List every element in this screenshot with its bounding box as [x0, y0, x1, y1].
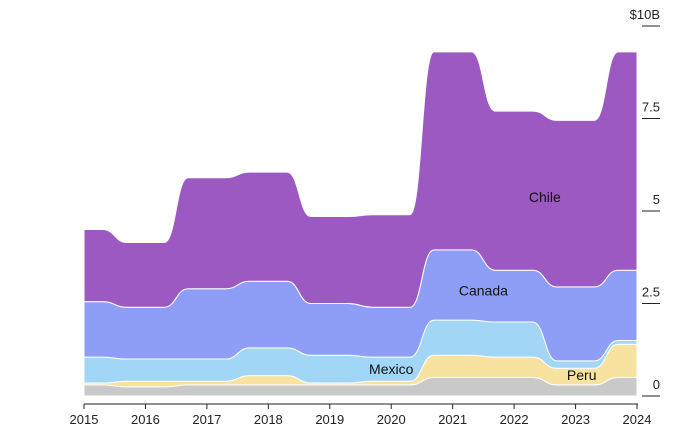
series-label-canada: Canada: [459, 283, 508, 299]
area-chile: [83, 51, 638, 308]
x-tick-label: 2020: [377, 412, 406, 427]
x-tick-label: 2016: [131, 412, 160, 427]
x-tick-label: 2017: [192, 412, 221, 427]
x-tick-label: 2023: [561, 412, 590, 427]
series-label-mexico: Mexico: [369, 361, 414, 377]
x-tick-label: 2024: [623, 412, 652, 427]
y-tick-label: 7.5: [642, 100, 660, 115]
y-tick-label: $10B: [630, 7, 660, 22]
y-tick-label: 0: [653, 377, 660, 392]
x-tick-label: 2019: [315, 412, 344, 427]
area-layer: [83, 51, 638, 397]
x-axis: 2015 2016 2017 2018 2019 2020 2021 2022 2023 2024: [70, 404, 652, 427]
x-tick-label: 2015: [70, 412, 99, 427]
x-tick-label: 2018: [254, 412, 283, 427]
series-label-chile: Chile: [529, 189, 561, 205]
y-tick-label: 2.5: [642, 285, 660, 300]
series-label-peru: Peru: [567, 367, 597, 383]
y-axis: 0 2.5 5 7.5 $10B: [630, 7, 660, 397]
x-tick-label: 2021: [438, 412, 467, 427]
y-tick-label: 5: [653, 192, 660, 207]
series-labels: Peru Mexico Canada Chile: [369, 189, 596, 383]
x-tick-label: 2022: [500, 412, 529, 427]
